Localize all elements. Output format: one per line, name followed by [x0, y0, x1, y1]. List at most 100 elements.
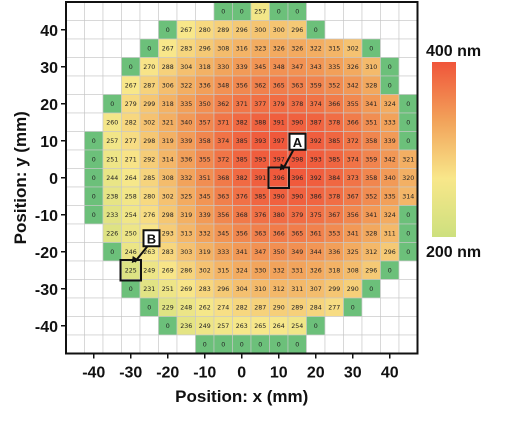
cell-value-label: 322	[180, 82, 192, 89]
heatmap-cell: 326	[287, 38, 307, 58]
cell-value-label: 296	[236, 27, 248, 34]
heatmap-cell: 229	[158, 297, 178, 317]
heatmap-cell	[65, 168, 85, 188]
heatmap-cell: 315	[213, 260, 233, 280]
cell-value-label: 263	[143, 249, 155, 256]
heatmap-cell	[361, 1, 381, 21]
cell-value-label: 0	[110, 249, 114, 256]
cell-value-label: 358	[365, 175, 377, 182]
heatmap-cell: 358	[195, 131, 215, 151]
cell-value-label: 277	[125, 138, 137, 145]
cell-value-label: 336	[180, 156, 192, 163]
cell-value-label: 254	[125, 212, 137, 219]
cell-value-label: 0	[240, 341, 244, 348]
cell-value-label: 264	[125, 175, 137, 182]
heatmap-cell	[324, 334, 344, 354]
heatmap-cell: 296	[213, 279, 233, 299]
cell-value-label: 396	[291, 175, 303, 182]
cell-value-label: 371	[236, 101, 248, 108]
cell-value-label: 248	[180, 304, 192, 311]
cell-value-label: 285	[143, 175, 155, 182]
cell-value-label: 0	[295, 341, 299, 348]
heatmap-cell: 323	[250, 38, 270, 58]
heatmap-cell	[324, 316, 344, 336]
heatmap-cell: 325	[343, 242, 363, 262]
cell-value-label: 0	[92, 156, 96, 163]
cell-value-label: 284	[310, 304, 322, 311]
heatmap-cell	[65, 186, 85, 206]
cell-value-label: 351	[199, 175, 211, 182]
heatmap-cell: 296	[361, 260, 381, 280]
cell-value-label: 0	[203, 341, 207, 348]
heatmap-cell: 302	[139, 112, 159, 132]
cell-value-label: 390	[291, 119, 303, 126]
cell-value-label: 280	[199, 27, 211, 34]
cell-value-label: 0	[92, 175, 96, 182]
heatmap-cell: 382	[232, 168, 252, 188]
heatmap-cell: 283	[176, 38, 196, 58]
heatmap-cell: 380	[269, 205, 289, 225]
heatmap-cell: 290	[269, 297, 289, 317]
cell-value-label: 304	[180, 64, 192, 71]
heatmap-cell: 0	[361, 38, 381, 58]
cell-value-label: 326	[273, 45, 285, 52]
heatmap-cell	[102, 38, 122, 58]
cell-value-label: 296	[365, 267, 377, 274]
heatmap-cell: 332	[269, 260, 289, 280]
heatmap-cell: 282	[232, 297, 252, 317]
heatmap-cell: 267	[158, 38, 178, 58]
heatmap-cell: 238	[102, 186, 122, 206]
heatmap-cell: 308	[213, 38, 233, 58]
heatmap-cell: 0	[84, 168, 104, 188]
colorbar-min-label: 200 nm	[426, 244, 481, 261]
cell-value-label: 339	[199, 212, 211, 219]
heatmap-cell: 257	[213, 316, 233, 336]
cell-value-label: 396	[273, 175, 285, 182]
heatmap-cell	[380, 20, 400, 40]
heatmap-cell: 386	[306, 186, 326, 206]
cell-value-label: 296	[291, 27, 303, 34]
heatmap-cell	[139, 334, 159, 354]
cell-value-label: 265	[254, 323, 266, 330]
cell-value-label: 290	[273, 304, 285, 311]
marker-arrowhead	[131, 256, 139, 263]
cell-value-label: 225	[125, 267, 137, 274]
cell-value-label: 368	[217, 175, 229, 182]
cell-value-label: 303	[180, 249, 192, 256]
heatmap-cell: 270	[139, 57, 159, 77]
heatmap-cell	[65, 279, 85, 299]
heatmap-cell	[121, 334, 141, 354]
heatmap-cell: 382	[232, 112, 252, 132]
heatmap-cell: 254	[121, 205, 141, 225]
heatmap-cell: 392	[306, 168, 326, 188]
cell-value-label: 319	[180, 212, 192, 219]
heatmap-cell: 352	[361, 186, 381, 206]
heatmap-cell: 298	[158, 205, 178, 225]
cell-value-label: 349	[291, 249, 303, 256]
cell-value-label: 0	[92, 138, 96, 145]
y-tick-label: 40	[40, 23, 58, 40]
x-tick-label: -10	[193, 365, 216, 382]
heatmap-cell: 391	[269, 112, 289, 132]
annotation-markers: AB	[119, 132, 307, 282]
cell-value-label: 308	[347, 267, 359, 274]
heatmap-cell: 342	[343, 75, 363, 95]
heatmap-cell: 341	[343, 223, 363, 243]
heatmap-cell: 359	[361, 149, 381, 169]
heatmap-cell	[343, 316, 363, 336]
heatmap-cell	[65, 316, 85, 336]
heatmap-cell: 299	[139, 94, 159, 114]
x-tick-label: 10	[270, 365, 288, 382]
cell-value-label: 356	[236, 230, 248, 237]
marker-label-box	[288, 132, 307, 151]
heatmap-cell: 392	[306, 131, 326, 151]
heatmap-cell: 269	[158, 260, 178, 280]
marker-highlight-box	[119, 259, 142, 282]
heatmap-cell: 283	[158, 242, 178, 262]
marker-label-box	[142, 229, 161, 248]
cell-value-label: 300	[254, 27, 266, 34]
heatmap-cell	[380, 279, 400, 299]
heatmap-cell: 393	[250, 131, 270, 151]
cell-value-label: 0	[388, 267, 392, 274]
heatmap-cell: 375	[306, 205, 326, 225]
